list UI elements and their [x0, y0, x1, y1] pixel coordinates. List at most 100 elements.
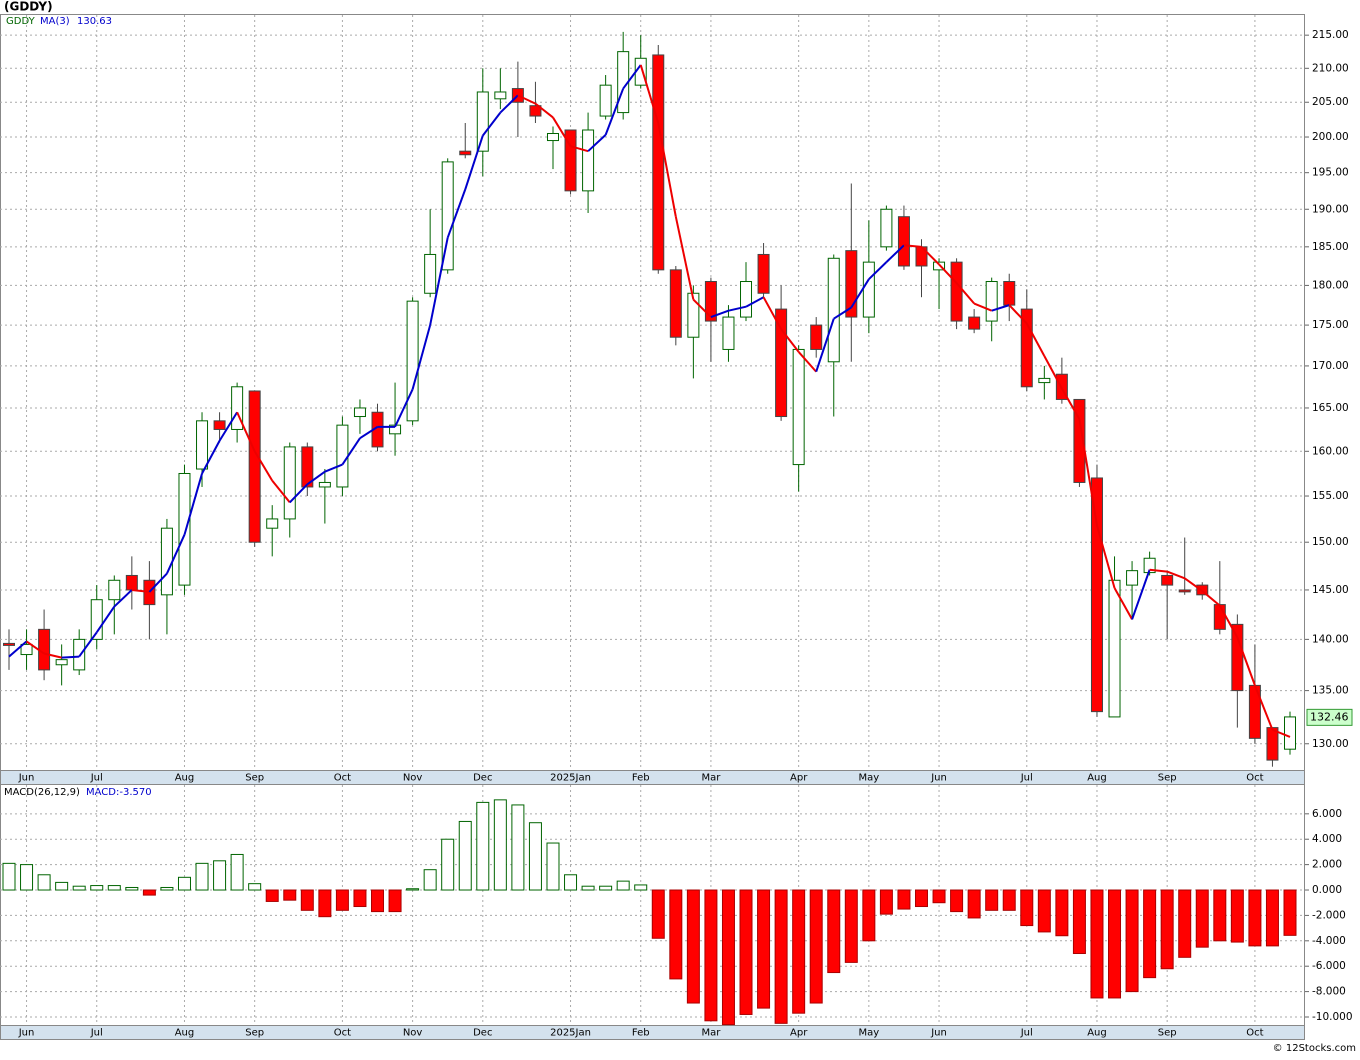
candle-body	[459, 150, 472, 156]
macd-bar	[265, 889, 279, 902]
macd-bar	[1248, 889, 1262, 947]
macd-bar	[230, 853, 244, 891]
candle-body	[1073, 398, 1086, 483]
ma-segment	[1253, 685, 1274, 731]
y-tick-label: 2.000	[1312, 859, 1342, 871]
candle-body	[20, 643, 33, 656]
candle-body	[1213, 604, 1226, 630]
macd-bar	[546, 842, 560, 891]
macd-bar	[1072, 889, 1086, 955]
ma-segment	[622, 64, 642, 90]
x-tick-label: Nov	[403, 773, 423, 784]
x-tick-label: Dec	[473, 773, 492, 784]
ma-segment	[517, 94, 536, 105]
ma-segment	[833, 306, 852, 320]
ma-segment	[324, 463, 343, 473]
y-tick-label: 205.00	[1312, 96, 1349, 108]
ma-segment	[429, 237, 449, 326]
ma-segment	[1166, 570, 1186, 580]
ma-segment	[710, 309, 729, 319]
candle-body	[55, 659, 68, 666]
x-tick-label: Aug	[1087, 773, 1107, 784]
ma-segment	[797, 351, 817, 373]
y-tick-label: 140.00	[1312, 633, 1349, 645]
candle-body	[231, 386, 244, 430]
macd-bar	[1002, 889, 1016, 911]
x-tick-label: Jun	[18, 1028, 35, 1039]
candle-body	[125, 574, 138, 591]
y-tick-label: 155.00	[1312, 490, 1349, 502]
ma-segment	[359, 426, 379, 440]
ma-segment	[1218, 605, 1239, 638]
ma-segment	[481, 111, 502, 137]
ma-segment	[236, 411, 256, 452]
macd-bar	[371, 889, 385, 913]
x-tick-label: Aug	[1087, 1028, 1107, 1039]
candle-body	[196, 420, 209, 470]
candle-body	[845, 250, 858, 318]
legend-symbol: GDDY	[6, 16, 36, 27]
macd-bar	[458, 820, 472, 891]
macd-bar	[1055, 889, 1069, 937]
ma-segment	[938, 263, 958, 284]
ma-segment	[201, 440, 221, 474]
macd-bar	[686, 889, 700, 1004]
ma-segment	[552, 116, 572, 147]
macd-bar	[1283, 889, 1297, 936]
macd-bar	[55, 881, 69, 891]
candle-body	[827, 257, 840, 363]
ma-segment	[1061, 387, 1081, 420]
candle-body	[283, 446, 296, 520]
ma-segment	[411, 324, 432, 390]
candle-body	[1231, 623, 1244, 692]
ma-segment	[973, 302, 993, 312]
candle-body	[582, 129, 595, 192]
candle-body	[424, 253, 437, 294]
macd-bar	[914, 889, 928, 908]
candle-body	[160, 527, 173, 596]
x-tick-label: Apr	[790, 1028, 808, 1039]
candle-body	[318, 481, 331, 488]
ma-segment	[587, 134, 607, 152]
ma-segment	[25, 640, 45, 655]
ma-segment	[218, 411, 238, 442]
macd-bar	[564, 874, 578, 891]
macd-bar	[581, 885, 595, 891]
ma-segment	[920, 246, 940, 266]
x-tick-label: Nov	[403, 1028, 423, 1039]
ma-segment	[780, 328, 800, 353]
macd-bar	[177, 876, 191, 891]
y-tick-label: 0.000	[1312, 884, 1342, 896]
macd-bar	[616, 880, 630, 891]
x-tick-label: Jul	[1020, 773, 1033, 784]
macd-bar	[90, 885, 104, 891]
macd-bar	[634, 884, 648, 891]
legend-ma: MA(3)	[40, 16, 70, 27]
x-tick-label: 2025Jan	[550, 1028, 591, 1039]
candle-body	[722, 316, 735, 350]
ma-segment	[95, 606, 116, 633]
macd-bar	[493, 799, 507, 891]
candle-body	[1038, 377, 1051, 384]
candle-body	[757, 253, 770, 294]
candle-body	[1108, 579, 1121, 718]
candle-body	[406, 300, 419, 422]
x-tick-label: Jul	[1020, 1028, 1033, 1039]
x-tick-label: Oct	[334, 773, 351, 784]
macd-bar	[967, 889, 981, 919]
candle-body	[529, 105, 542, 117]
ma-segment	[61, 655, 80, 659]
ma-segment	[499, 94, 519, 114]
macd-bar	[406, 888, 420, 891]
macd-bar	[879, 889, 893, 915]
x-tick-label: Mar	[701, 1028, 721, 1039]
candle-body	[704, 281, 717, 322]
y-tick-label: 150.00	[1312, 536, 1349, 548]
ma-segment	[903, 244, 922, 248]
macd-bar	[300, 889, 314, 911]
candle-body	[178, 472, 191, 586]
macd-bar	[195, 862, 209, 891]
x-tick-label: Aug	[175, 1028, 195, 1039]
